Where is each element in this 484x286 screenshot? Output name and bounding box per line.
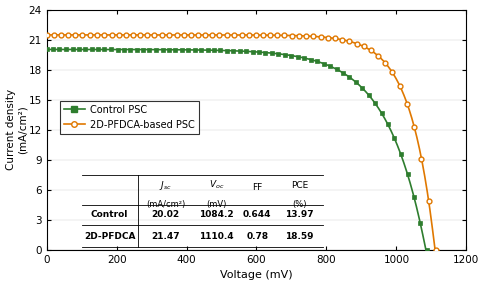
- Text: 18.59: 18.59: [285, 231, 313, 241]
- Text: 13.97: 13.97: [285, 210, 313, 219]
- Text: $J_{sc}$: $J_{sc}$: [159, 178, 172, 192]
- Text: (%): (%): [291, 200, 306, 209]
- Text: FF: FF: [252, 183, 262, 192]
- Text: 1110.4: 1110.4: [198, 231, 233, 241]
- Text: 1084.2: 1084.2: [198, 210, 233, 219]
- Text: (mA/cm²): (mA/cm²): [146, 200, 185, 209]
- Y-axis label: Current density
(mA/cm²): Current density (mA/cm²): [5, 89, 27, 170]
- Text: (mV): (mV): [206, 200, 226, 209]
- Text: 0.644: 0.644: [242, 210, 271, 219]
- Text: 0.78: 0.78: [246, 231, 268, 241]
- Text: Control: Control: [91, 210, 128, 219]
- Text: 20.02: 20.02: [151, 210, 179, 219]
- Legend: Control PSC, 2D-PFDCA-based PSC: Control PSC, 2D-PFDCA-based PSC: [60, 101, 198, 134]
- X-axis label: Voltage (mV): Voltage (mV): [220, 271, 292, 281]
- Text: PCE: PCE: [290, 180, 307, 190]
- Text: $V_{oc}$: $V_{oc}$: [208, 179, 224, 191]
- Text: 2D-PFDCA: 2D-PFDCA: [84, 231, 135, 241]
- Text: 21.47: 21.47: [151, 231, 180, 241]
